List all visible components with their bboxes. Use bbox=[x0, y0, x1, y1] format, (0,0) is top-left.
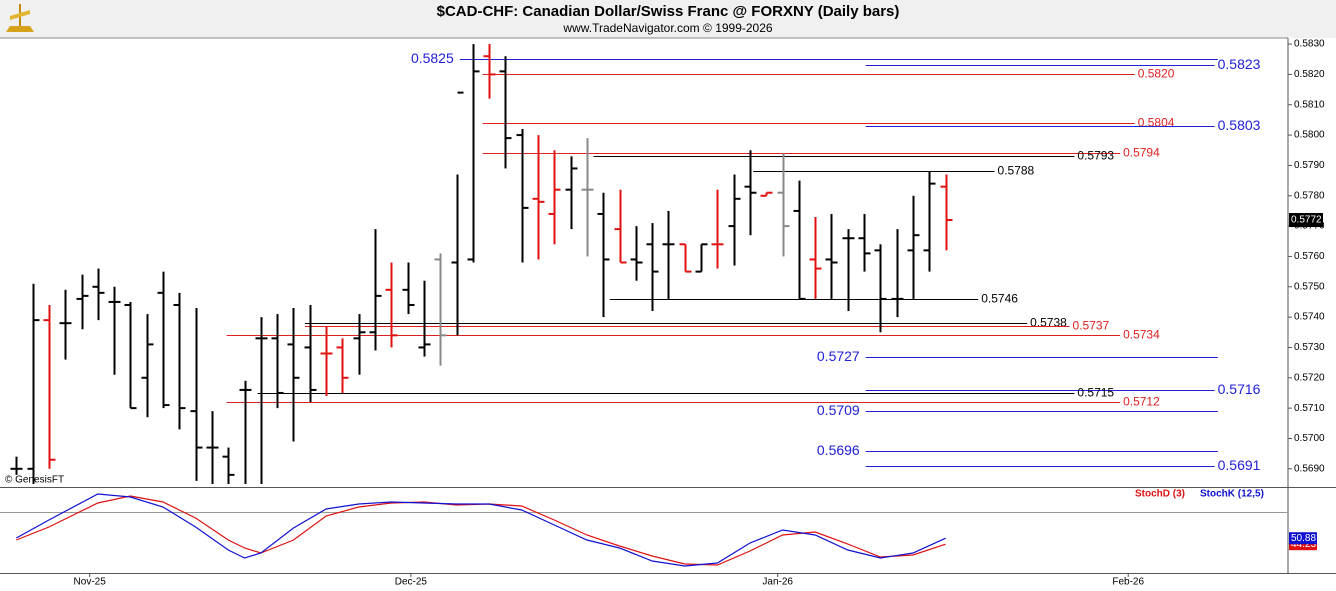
level-label: 0.5737 bbox=[1073, 319, 1110, 333]
level-label: 0.5820 bbox=[1138, 67, 1175, 81]
last-value-label: 44.23 bbox=[1291, 539, 1316, 550]
level-label: 0.5727 bbox=[817, 348, 860, 364]
level-label: 0.5823 bbox=[1218, 56, 1261, 72]
level-label: 0.5734 bbox=[1123, 328, 1160, 342]
price-panel: 0.5825 0.5823 0.5820 0.5804 0.5803 0.5794 0.57… bbox=[10, 44, 1261, 484]
x-tick-label: Nov-25 bbox=[74, 577, 107, 588]
level-label: 0.5804 bbox=[1138, 116, 1175, 130]
x-tick-label: Feb-26 bbox=[1112, 577, 1144, 588]
last-price-label: 0.5772 bbox=[1291, 215, 1322, 226]
last-value-box bbox=[1289, 532, 1317, 545]
chart-title: $CAD-CHF: Canadian Dollar/Swiss Franc @ … bbox=[437, 3, 900, 20]
legend-entry: StochD (3) bbox=[1135, 489, 1185, 500]
y-tick-label: 0.5700 bbox=[1294, 433, 1325, 444]
level-label: 0.5709 bbox=[817, 402, 860, 418]
level-label: 0.5793 bbox=[1077, 149, 1114, 163]
y-tick-label: 0.5710 bbox=[1294, 403, 1325, 414]
level-label: 0.5691 bbox=[1218, 457, 1261, 473]
level-label: 0.5712 bbox=[1123, 395, 1160, 409]
y-tick-label: 0.5690 bbox=[1294, 463, 1325, 474]
legend-entry: StochK (12,5) bbox=[1200, 489, 1264, 500]
stoch-line bbox=[16, 493, 946, 567]
header-band bbox=[0, 0, 1336, 38]
y-tick-label: 0.5810 bbox=[1294, 99, 1325, 110]
level-label: 0.5696 bbox=[817, 442, 860, 458]
y-tick-label: 0.5750 bbox=[1294, 281, 1325, 292]
level-label: 0.5746 bbox=[981, 292, 1018, 306]
level-label: 0.5738 bbox=[1030, 316, 1067, 330]
y-tick-label: 0.5820 bbox=[1294, 69, 1325, 80]
y-tick-label: 0.5800 bbox=[1294, 130, 1325, 141]
y-tick-label: 0.5790 bbox=[1294, 160, 1325, 171]
last-price-box bbox=[1289, 213, 1323, 228]
level-label: 0.5788 bbox=[998, 164, 1035, 178]
y-tick-label: 0.5720 bbox=[1294, 372, 1325, 383]
credit: © GenesisFT bbox=[5, 475, 64, 486]
level-label: 0.5716 bbox=[1218, 381, 1261, 397]
chart-subtitle: www.TradeNavigator.com © 1999-2026 bbox=[562, 21, 772, 35]
y-tick-label: 0.5740 bbox=[1294, 312, 1325, 323]
level-label: 0.5803 bbox=[1218, 117, 1261, 133]
y-tick-label: 0.5760 bbox=[1294, 251, 1325, 262]
axes: 0.5690 0.5700 0.5710 0.5720 0.5730 0.5740 0.57… bbox=[74, 39, 1325, 588]
y-tick-label: 0.5780 bbox=[1294, 190, 1325, 201]
logo bbox=[6, 4, 34, 32]
level-label: 0.5715 bbox=[1077, 386, 1114, 400]
level-label: 0.5825 bbox=[411, 50, 454, 66]
x-tick-label: Dec-25 bbox=[395, 577, 428, 588]
stoch-panel bbox=[0, 493, 1288, 567]
level-label: 0.5794 bbox=[1123, 146, 1160, 160]
last-value-label: 50.88 bbox=[1291, 533, 1316, 544]
y-tick-label: 0.5730 bbox=[1294, 342, 1325, 353]
x-tick-label: Jan-26 bbox=[762, 577, 793, 588]
y-tick-label: 0.5830 bbox=[1294, 39, 1325, 50]
